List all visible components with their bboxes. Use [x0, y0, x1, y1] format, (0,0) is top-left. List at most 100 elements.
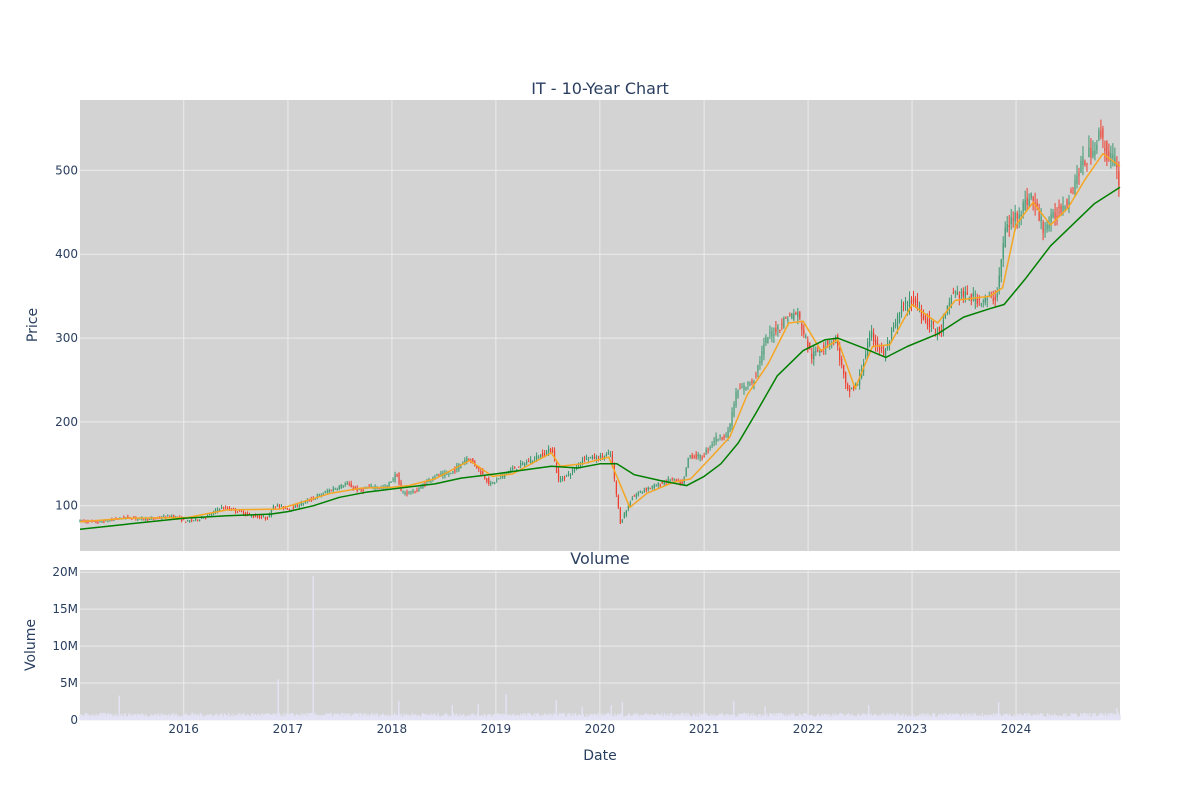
candle-body — [661, 482, 663, 484]
volume-bar — [721, 712, 723, 720]
candle-body — [906, 308, 909, 310]
volume-bar — [558, 713, 561, 720]
volume-bar — [399, 713, 401, 720]
candle-body — [127, 516, 129, 518]
volume-bar — [781, 715, 784, 720]
candle-body — [964, 291, 966, 300]
candle-body — [392, 479, 394, 481]
volume-bar — [140, 715, 142, 720]
volume-bar — [369, 716, 371, 720]
volume-bar — [248, 715, 250, 720]
volume-bar — [251, 713, 253, 720]
candle-body — [882, 350, 885, 356]
candle-body — [823, 345, 825, 350]
volume-bar — [273, 712, 275, 720]
volume-bar — [808, 715, 810, 720]
candle-body — [924, 315, 927, 319]
volume-bar — [387, 714, 390, 720]
volume-bar — [1108, 713, 1110, 720]
volume-bar — [164, 714, 166, 720]
volume-bar — [132, 714, 134, 720]
candle-body — [689, 455, 691, 457]
candle-body — [623, 513, 625, 519]
candle-body — [1008, 225, 1010, 228]
volume-bar — [1070, 712, 1072, 720]
volume-bar — [763, 716, 765, 720]
date-tick-label: 2018 — [377, 722, 408, 736]
volume-bar — [346, 713, 349, 720]
volume-bar — [156, 714, 158, 720]
volume-bar — [734, 716, 737, 720]
volume-bar — [244, 716, 246, 720]
volume-bar — [391, 716, 393, 720]
volume-bar — [80, 714, 82, 720]
volume-bar — [426, 714, 428, 720]
volume-bar — [238, 715, 240, 720]
candle-body — [793, 313, 795, 320]
candle-body — [585, 456, 588, 460]
volume-bar — [892, 713, 895, 720]
volume-bar — [444, 713, 446, 720]
volume-bar — [1045, 716, 1048, 720]
volume-bar — [803, 713, 805, 720]
candle-body — [910, 300, 913, 306]
candle-body — [1118, 171, 1120, 186]
volume-bar — [190, 714, 192, 720]
candle-body — [841, 358, 843, 365]
volume-bar — [1105, 715, 1107, 720]
volume-bar — [330, 712, 332, 720]
volume-bar — [175, 713, 178, 720]
volume-bar — [382, 713, 384, 720]
volume-bar — [87, 715, 89, 720]
volume-bar — [437, 712, 439, 720]
candle-body — [914, 298, 917, 303]
candle-body — [595, 456, 598, 460]
volume-bar — [159, 716, 161, 720]
volume-bar — [552, 713, 555, 720]
volume-bar — [1098, 713, 1101, 720]
volume-bar — [498, 713, 500, 720]
candle-body — [916, 300, 919, 307]
volume-bar — [328, 713, 331, 720]
volume-bar — [473, 714, 475, 720]
candle-body — [496, 479, 498, 481]
volume-bar — [606, 712, 608, 720]
volume-bar — [1092, 713, 1094, 720]
volume-bar — [464, 715, 467, 720]
volume-bar — [1085, 713, 1087, 720]
candle-body — [95, 521, 97, 523]
candle-body — [420, 485, 422, 489]
volume-bar — [100, 715, 102, 720]
volume-bar — [912, 716, 914, 720]
volume-bar — [657, 714, 660, 720]
candle-body — [857, 384, 859, 386]
volume-bar — [280, 716, 282, 720]
volume-bar — [1051, 714, 1054, 720]
volume-bar — [933, 713, 936, 720]
candle-body — [545, 451, 548, 455]
volume-bar — [423, 714, 425, 720]
candle-body — [416, 490, 418, 492]
candle-body — [930, 325, 933, 327]
volume-bar — [436, 715, 438, 720]
volume-bar — [836, 715, 838, 720]
volume-bar — [802, 716, 804, 720]
volume-bar — [481, 715, 483, 720]
volume-bar — [285, 715, 287, 720]
volume-bar — [699, 715, 702, 720]
volume-bar — [820, 716, 822, 720]
volume-bar — [158, 715, 161, 720]
volume-bar — [1097, 715, 1099, 720]
volume-bar — [997, 713, 999, 720]
volume-bar — [1033, 715, 1036, 720]
volume-bar — [105, 713, 107, 720]
volume-bar — [158, 713, 160, 720]
volume-bar — [1095, 716, 1097, 720]
price-tick-label: 100 — [55, 499, 78, 513]
candle-body — [567, 473, 570, 476]
candle-body — [653, 484, 655, 489]
candle-body — [488, 478, 490, 484]
volume-bar — [901, 714, 903, 720]
candle-body — [308, 500, 310, 502]
